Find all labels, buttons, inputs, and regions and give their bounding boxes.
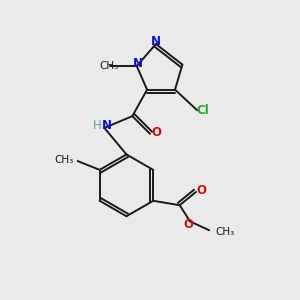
Text: CH₃: CH₃ [215,227,234,237]
Text: N: N [151,35,161,48]
Text: O: O [184,218,194,231]
Text: N: N [133,57,143,70]
Text: CH₃: CH₃ [99,61,119,71]
Text: CH₃: CH₃ [54,154,73,165]
Text: Cl: Cl [196,104,209,117]
Text: O: O [152,126,161,139]
Text: N: N [102,119,112,132]
Text: H: H [93,119,101,132]
Text: O: O [196,184,206,197]
